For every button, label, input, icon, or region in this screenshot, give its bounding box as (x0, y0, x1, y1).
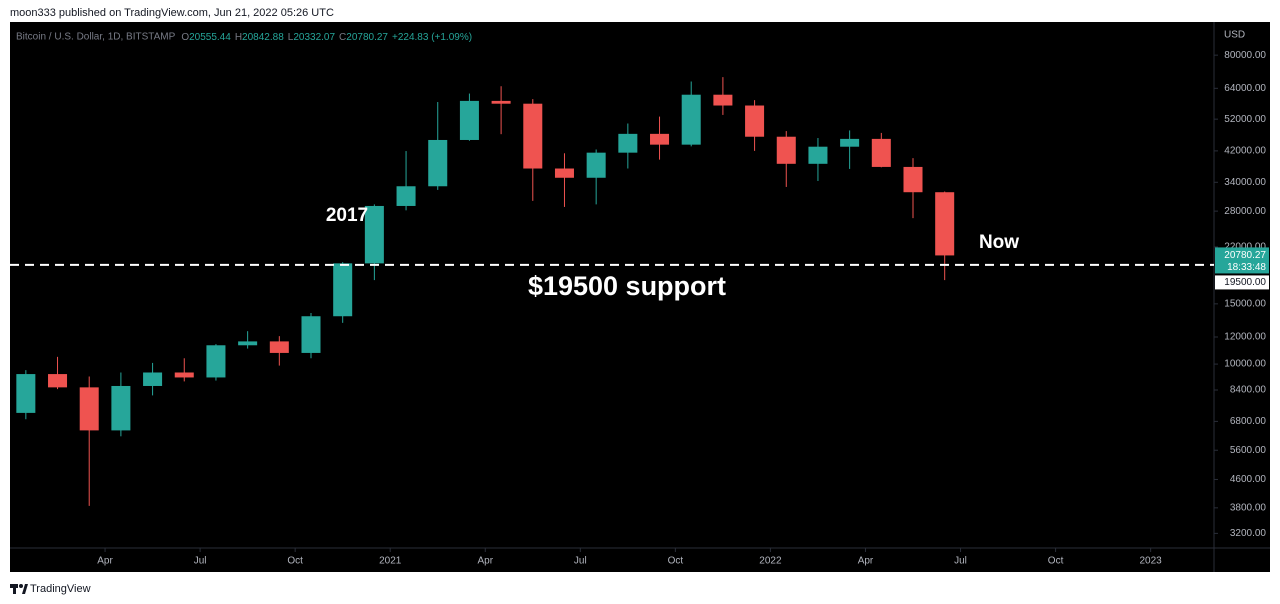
legend-change: +224.83 (+1.09%) (392, 32, 472, 43)
candle-body (428, 139, 448, 187)
candle-body (523, 103, 543, 169)
candle-body (238, 341, 258, 346)
legend-value: 20332.07 (293, 32, 335, 43)
chart-background (10, 22, 1270, 572)
y-tick-label: 10000.00 (1224, 359, 1266, 370)
x-tick-label: Apr (477, 556, 493, 567)
brand: TradingView (30, 583, 91, 595)
y-tick-label: 80000.00 (1224, 50, 1266, 61)
legend-key: L (288, 32, 294, 43)
candle-body (713, 94, 733, 106)
legend-value: 20555.44 (189, 32, 231, 43)
ohlc-legend: O20555.44 H20842.88 L20332.07 C20780.27 +224… (181, 32, 472, 43)
support-price: 19500.00 (1224, 277, 1266, 288)
candle-body (903, 166, 923, 193)
candle-body (396, 186, 416, 206)
y-tick-label: 42000.00 (1224, 146, 1266, 157)
candle-body (364, 205, 384, 264)
x-tick-label: Oct (668, 556, 684, 567)
x-tick-label: 2023 (1140, 556, 1163, 567)
x-tick-label: Apr (858, 556, 874, 567)
y-tick-label: 4600.00 (1230, 474, 1267, 485)
last-price: 20780.27 (1224, 250, 1266, 261)
publisher: moon333 published on TradingView.com, Ju… (10, 7, 334, 19)
y-tick-label: 5600.00 (1230, 445, 1267, 456)
y-tick-label: 22000.00 (1224, 242, 1266, 253)
y-tick-label: 12000.00 (1224, 332, 1266, 343)
candle-body (776, 136, 796, 164)
y-tick-label: 3800.00 (1230, 502, 1267, 513)
x-tick-label: Jul (574, 556, 587, 567)
y-tick-label: 3200.00 (1230, 528, 1267, 539)
last-price-box (1215, 247, 1269, 274)
candle-body (681, 94, 701, 145)
x-tick-label: Jul (954, 556, 967, 567)
x-tick-label: 2022 (759, 556, 782, 567)
symbol-title: Bitcoin / U.S. Dollar, 1D, BITSTAMP (16, 32, 176, 43)
legend-value: 20780.27 (346, 32, 388, 43)
y-tick-label: 64000.00 (1224, 83, 1266, 94)
support-price-box (1215, 275, 1269, 290)
annotation: $19500 support (528, 271, 726, 301)
annotation: 2017 (326, 205, 368, 226)
candle-body (491, 100, 511, 104)
legend-key: O (181, 32, 189, 43)
candle-body (206, 345, 226, 378)
candle-body (79, 387, 99, 431)
candle-body (618, 133, 638, 153)
candle-body (650, 133, 670, 145)
y-tick-label: 34000.00 (1224, 177, 1266, 188)
x-tick-label: Jul (194, 556, 207, 567)
candle-body (48, 374, 68, 388)
x-tick-label: Apr (97, 556, 113, 567)
candle-body (333, 263, 353, 317)
legend-key: H (235, 32, 242, 43)
candle-body (111, 385, 131, 431)
y-tick-label: 28000.00 (1224, 206, 1266, 217)
legend-key: C (339, 32, 346, 43)
candle-body (745, 105, 765, 137)
candle-body (269, 341, 289, 353)
candle-body (935, 192, 955, 256)
y-tick-label: 8400.00 (1230, 385, 1267, 396)
annotation: Now (979, 232, 1019, 253)
candle-body (16, 374, 36, 413)
x-tick-label: 2021 (379, 556, 402, 567)
y-tick-label: 52000.00 (1224, 114, 1266, 125)
candle-body (840, 138, 860, 147)
countdown: 18:33:48 (1227, 262, 1266, 273)
x-tick-label: Oct (287, 556, 303, 567)
plot (16, 77, 955, 506)
candle-body (143, 372, 163, 386)
candle-body (301, 316, 321, 353)
candle-body (554, 168, 574, 178)
candle-body (808, 146, 828, 164)
legend-value: 20842.88 (242, 32, 284, 43)
y-tick-label: 15000.00 (1224, 298, 1266, 309)
currency: USD (1224, 30, 1245, 41)
candle-body (174, 372, 194, 378)
candle-body (871, 138, 891, 167)
brand-logo (10, 584, 28, 594)
x-tick-label: Oct (1048, 556, 1064, 567)
candle-body (586, 152, 606, 178)
y-tick-label: 6800.00 (1230, 416, 1267, 427)
candle-body (459, 100, 479, 140)
